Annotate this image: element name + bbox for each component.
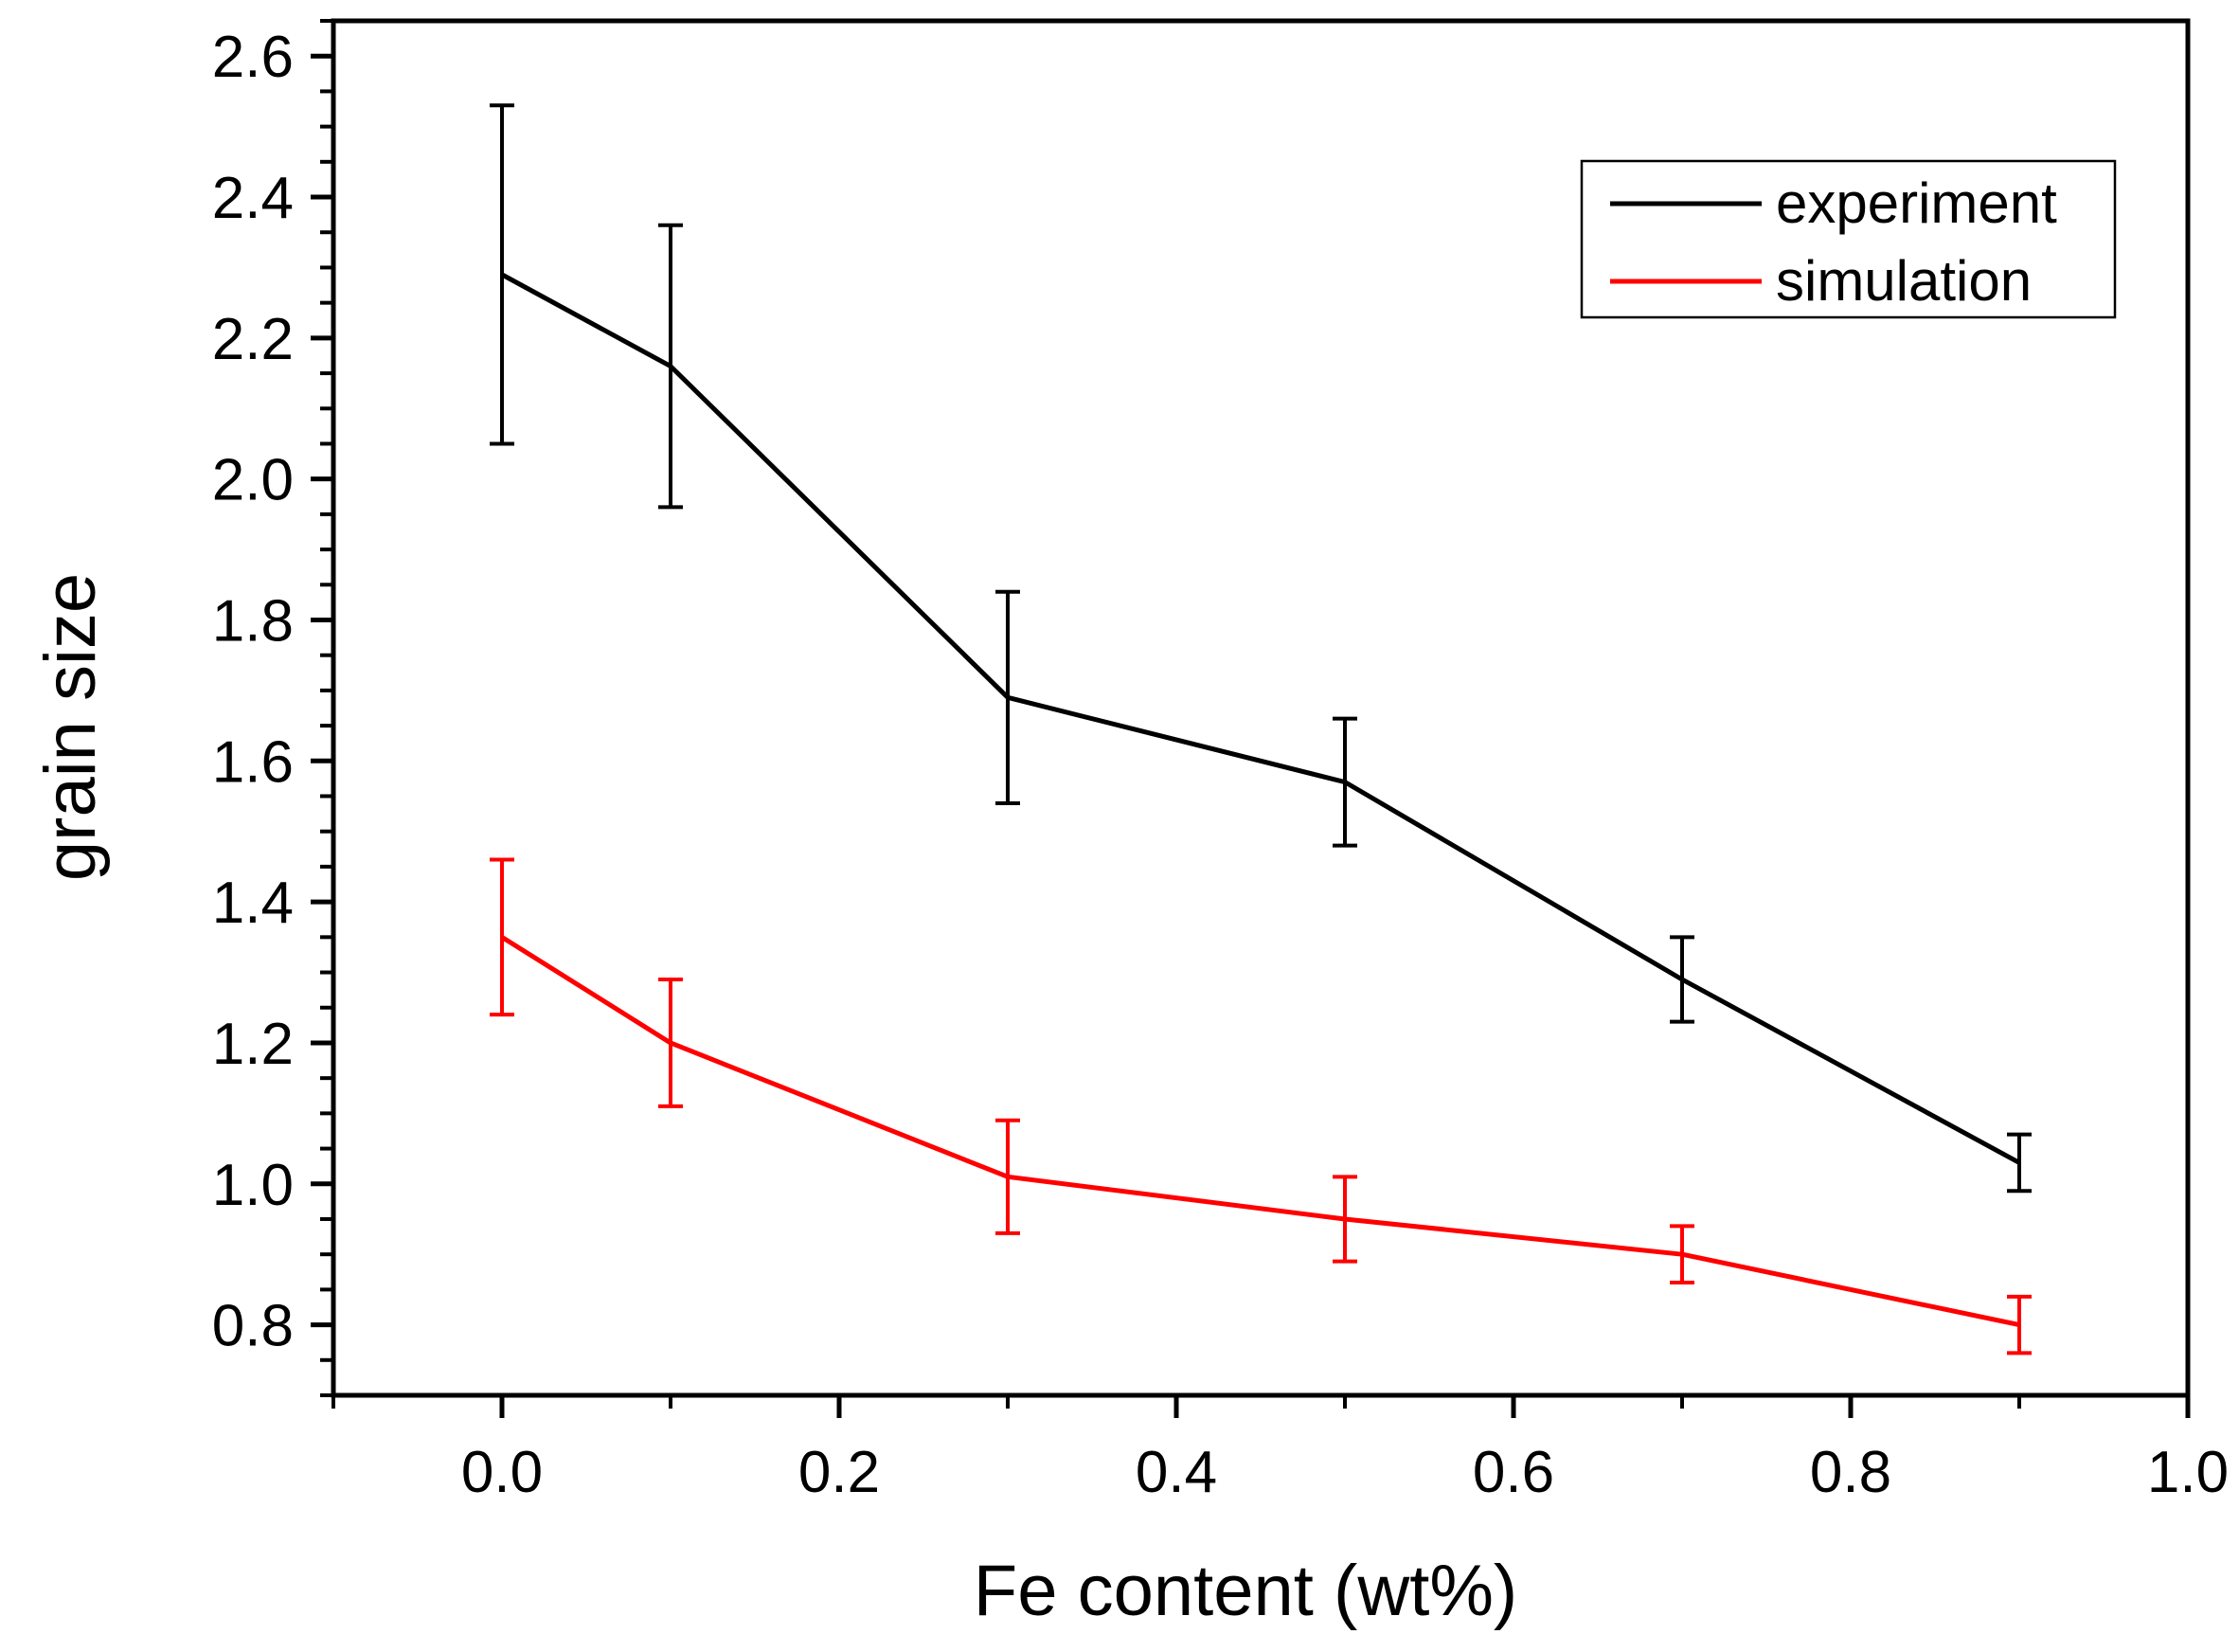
simulation-error-bar	[2007, 1294, 2032, 1356]
data-point	[1681, 1253, 1683, 1255]
y-tick-label: 1.2	[212, 1012, 294, 1077]
experiment-error-bar	[995, 589, 1020, 805]
experiment-error-bar	[490, 103, 514, 446]
legend-box	[1580, 159, 2117, 319]
experiment-error-bar	[1670, 935, 1694, 1024]
x-tick-label: 0.6	[1473, 1440, 1554, 1505]
y-axis-title: grain size	[30, 573, 111, 881]
data-point	[670, 366, 672, 368]
simulation-error-bar	[1670, 1224, 1694, 1284]
data-point	[2018, 1161, 2020, 1163]
data-point	[1344, 1218, 1346, 1220]
data-point	[1007, 696, 1009, 698]
axis-ticks: 0.0 0.2 0.4 0.6 0.8 1.0 0.8 1.0 1.2 1.4 1.6 1.8 2.0 2…	[212, 19, 2229, 1505]
data-point	[501, 936, 503, 938]
x-tick-label: 0.2	[798, 1440, 880, 1505]
y-tick-label: 0.8	[212, 1294, 294, 1359]
experiment-error-bar	[658, 223, 683, 510]
x-tick-label: 1.0	[2147, 1440, 2229, 1505]
simulation-error-bar	[490, 857, 514, 1017]
data-point	[501, 274, 503, 276]
y-tick-label: 2.0	[212, 448, 294, 513]
simulation-error-bar	[995, 1118, 1020, 1235]
simulation-error-bar	[1333, 1175, 1357, 1264]
legend: experiment simulation	[1580, 159, 2117, 319]
y-tick-label: 1.0	[212, 1153, 294, 1218]
experiment-error-bar	[2007, 1132, 2032, 1194]
y-tick-label: 1.4	[212, 871, 294, 936]
plot-frame	[331, 18, 2191, 1398]
x-tick-label: 0.4	[1136, 1440, 1217, 1505]
y-tick-label: 2.4	[212, 166, 294, 231]
simulation-line	[500, 935, 2020, 1328]
y-tick-label: 1.8	[212, 588, 294, 654]
y-tick-label: 2.6	[212, 25, 294, 90]
x-tick-label: 0.8	[1810, 1440, 1891, 1505]
data-point	[2018, 1324, 2020, 1326]
data-point	[670, 1042, 672, 1044]
experiment-line	[500, 272, 2021, 1165]
data-point	[1344, 781, 1346, 783]
experiment-error-bar	[1333, 716, 1357, 848]
y-tick-label: 1.6	[212, 729, 294, 795]
x-axis-title: Fe content (wt%)	[974, 1551, 1517, 1631]
series-layer	[490, 103, 2032, 1356]
y-tick-label: 2.2	[212, 307, 294, 372]
data-point	[1007, 1176, 1009, 1177]
legend-label-simulation: simulation	[1776, 249, 2032, 313]
legend-label-experiment: experiment	[1776, 171, 2057, 235]
x-tick-label: 0.0	[461, 1440, 543, 1505]
simulation-error-bar	[658, 977, 683, 1108]
